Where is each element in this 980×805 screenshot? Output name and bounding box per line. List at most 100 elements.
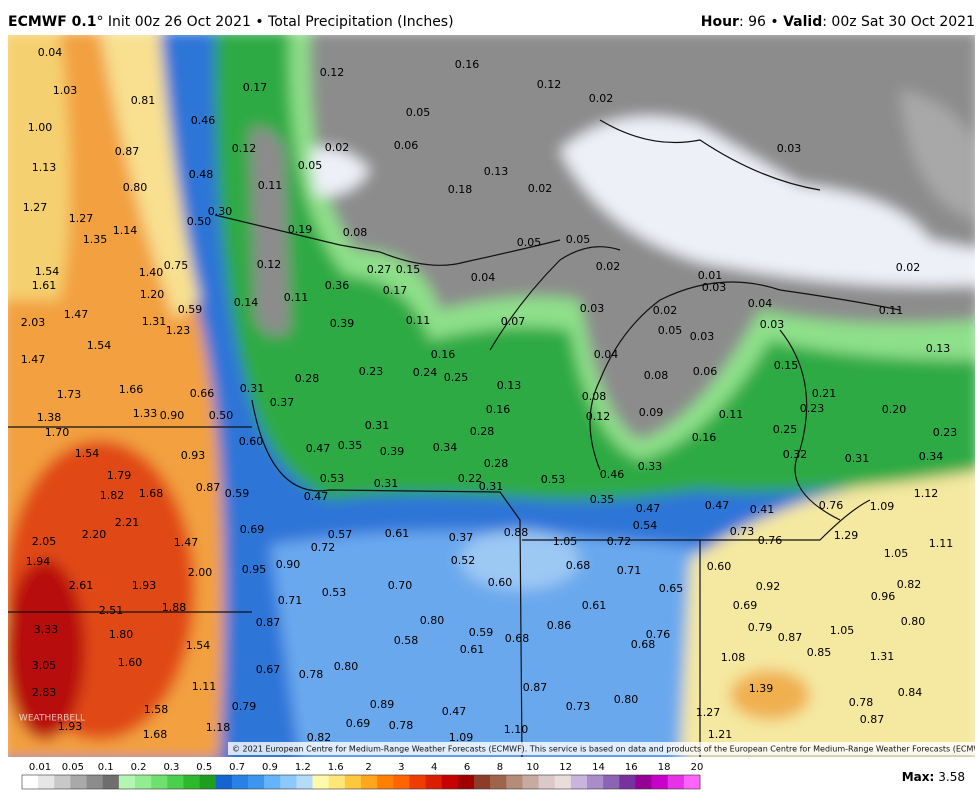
precip-label: 0.81 — [131, 94, 156, 107]
precip-label: 0.16 — [486, 403, 511, 416]
precip-label: 0.52 — [451, 554, 476, 567]
precip-label: 1.38 — [37, 411, 62, 424]
precip-label: 0.58 — [394, 634, 419, 647]
precip-label: 1.31 — [870, 650, 895, 663]
precip-label: 0.71 — [617, 564, 642, 577]
precip-label: 2.20 — [82, 528, 107, 541]
colorbar-swatch — [635, 775, 652, 789]
precip-label: 1.47 — [174, 536, 199, 549]
precip-label: 0.90 — [160, 409, 185, 422]
precip-label: 0.31 — [845, 452, 870, 465]
precip-label: 2.51 — [99, 604, 124, 617]
precip-label: 1.00 — [28, 121, 53, 134]
precip-label: 0.05 — [517, 236, 542, 249]
precip-label: 0.25 — [444, 371, 469, 384]
precip-label: 0.87 — [256, 616, 281, 629]
colorbar-swatch — [118, 775, 136, 789]
precip-label: 1.58 — [144, 703, 169, 716]
precip-label: 0.16 — [431, 348, 456, 361]
precip-label: 0.69 — [240, 523, 265, 536]
colorbar-label: 0.1 — [98, 762, 114, 773]
precip-label: 0.72 — [311, 541, 336, 554]
colorbar-swatch — [264, 775, 281, 789]
logo: WEATHERBELL — [19, 714, 85, 724]
precip-label: 1.33 — [133, 407, 158, 420]
precip-label: 0.76 — [646, 628, 671, 641]
precip-label: 0.78 — [849, 696, 874, 709]
colorbar-swatch — [183, 775, 200, 789]
colorbar-label: 1.2 — [295, 762, 311, 773]
precip-label: 0.11 — [406, 314, 431, 327]
precip-label: 0.04 — [38, 46, 63, 59]
precip-label: 1.35 — [83, 233, 108, 246]
precip-label: 0.28 — [470, 425, 495, 438]
precip-label: 1.54 — [35, 265, 60, 278]
colorbar-label: 10 — [526, 762, 539, 773]
colorbar-swatch — [344, 775, 362, 789]
precip-label: 1.27 — [23, 201, 48, 214]
precip-label: 0.68 — [505, 632, 530, 645]
colorbar-label: 8 — [497, 762, 503, 773]
precip-label: 0.92 — [756, 580, 781, 593]
precip-label: 0.69 — [733, 599, 758, 612]
precip-label: 0.35 — [590, 493, 615, 506]
colorbar: 0.01 0.05 0.1 0.2 0.3 0.5 0.7 0.9 1.2 1.6 2 3 4 6 8 10 1… — [21, 762, 703, 790]
precip-label: 0.03 — [702, 281, 727, 294]
precip-label: 0.90 — [276, 558, 301, 571]
precip-label: 0.87 — [115, 145, 140, 158]
precip-label: 0.87 — [523, 681, 548, 694]
precip-label: 0.53 — [541, 473, 566, 486]
precip-label: 0.12 — [232, 142, 257, 155]
colorbar-swatch — [215, 775, 233, 789]
colorbar-label: 0.7 — [229, 762, 245, 773]
precip-label: 0.07 — [501, 315, 526, 328]
precip-label: 0.73 — [730, 525, 755, 538]
colorbar-label: 18 — [658, 762, 671, 773]
colorbar-swatch — [102, 775, 120, 789]
colorbar-label: 0.05 — [62, 762, 84, 773]
precip-label: 2.05 — [32, 535, 57, 548]
precip-label: 1.09 — [449, 731, 474, 744]
precip-label: 0.80 — [420, 614, 445, 627]
precip-label: 0.33 — [638, 460, 663, 473]
colorbar-label: 6 — [464, 762, 470, 773]
precip-label: 0.61 — [460, 643, 485, 656]
precip-label: 0.31 — [365, 419, 390, 432]
precip-label: 0.60 — [707, 560, 732, 573]
colorbar-label: 4 — [431, 762, 437, 773]
precip-label: 2.00 — [188, 566, 213, 579]
colorbar-swatch — [361, 775, 378, 789]
precip-label: 0.41 — [750, 503, 775, 516]
valid: : 00z Sat 30 Oct 2021 — [822, 14, 975, 30]
precip-label: 1.29 — [834, 529, 859, 542]
colorbar-label: 0.5 — [196, 762, 212, 773]
colorbar-swatch — [312, 775, 330, 789]
colorbar-swatch — [619, 775, 636, 789]
colorbar-label: 12 — [559, 762, 572, 773]
colorbar-frame — [21, 774, 701, 790]
precip-label: 1.73 — [57, 388, 82, 401]
precip-label: 0.15 — [396, 263, 421, 276]
precip-label: 1.05 — [553, 535, 578, 548]
precip-label: 3.05 — [32, 659, 57, 672]
precip-label: 0.02 — [528, 182, 553, 195]
precip-label: 0.48 — [189, 168, 214, 181]
colorbar-swatch — [603, 775, 620, 789]
precip-label: 2.03 — [21, 316, 46, 329]
precip-label: 0.82 — [307, 731, 332, 744]
max: Max: 3.58 — [902, 770, 965, 784]
precip-label: 0.04 — [748, 297, 773, 310]
precip-label: 0.32 — [783, 448, 808, 461]
precip-label: 0.34 — [919, 450, 944, 463]
precip-label: 1.68 — [143, 728, 168, 741]
precip-label: 0.70 — [388, 579, 413, 592]
colorbar-swatch — [587, 775, 604, 789]
colorbar-swatch — [441, 775, 459, 789]
precip-label: 0.78 — [299, 668, 324, 681]
precip-label: 0.24 — [413, 366, 438, 379]
precip-label: 1.14 — [113, 224, 138, 237]
precip-label: 0.78 — [389, 719, 414, 732]
colorbar-swatch — [280, 775, 297, 789]
colorbar-swatch — [474, 775, 491, 789]
